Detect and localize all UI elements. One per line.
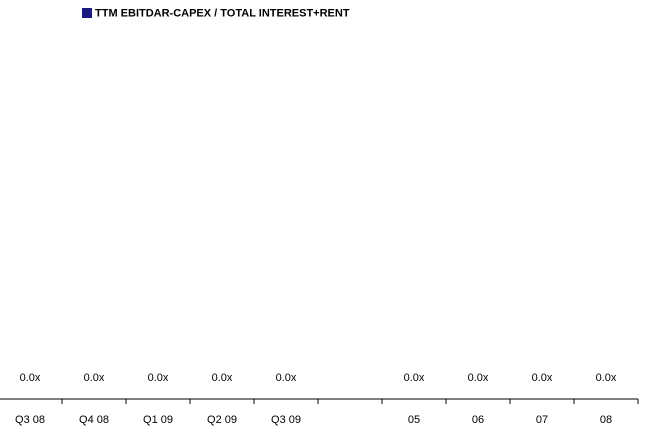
- x-tick-label: 05: [408, 414, 420, 426]
- x-tick-label: 07: [536, 414, 548, 426]
- value-label: 0.0x: [148, 372, 169, 384]
- x-tick-label: Q1 09: [143, 414, 173, 426]
- value-label: 0.0x: [20, 372, 41, 384]
- value-label: 0.0x: [532, 372, 553, 384]
- value-label: 0.0x: [212, 372, 233, 384]
- value-label: 0.0x: [84, 372, 105, 384]
- legend: TTM EBITDAR-CAPEX / TOTAL INTEREST+RENT: [82, 7, 350, 19]
- value-label: 0.0x: [596, 372, 617, 384]
- x-tick-label: Q3 08: [15, 414, 45, 426]
- x-tick-label: Q3 09: [271, 414, 301, 426]
- x-tick-label: 06: [472, 414, 484, 426]
- value-label: 0.0x: [468, 372, 489, 384]
- legend-swatch: [82, 8, 92, 18]
- legend-label: TTM EBITDAR-CAPEX / TOTAL INTEREST+RENT: [95, 7, 350, 19]
- value-label: 0.0x: [276, 372, 297, 384]
- x-tick-label: Q4 08: [79, 414, 109, 426]
- value-label: 0.0x: [404, 372, 425, 384]
- x-tick-label: Q2 09: [207, 414, 237, 426]
- x-tick-label: 08: [600, 414, 612, 426]
